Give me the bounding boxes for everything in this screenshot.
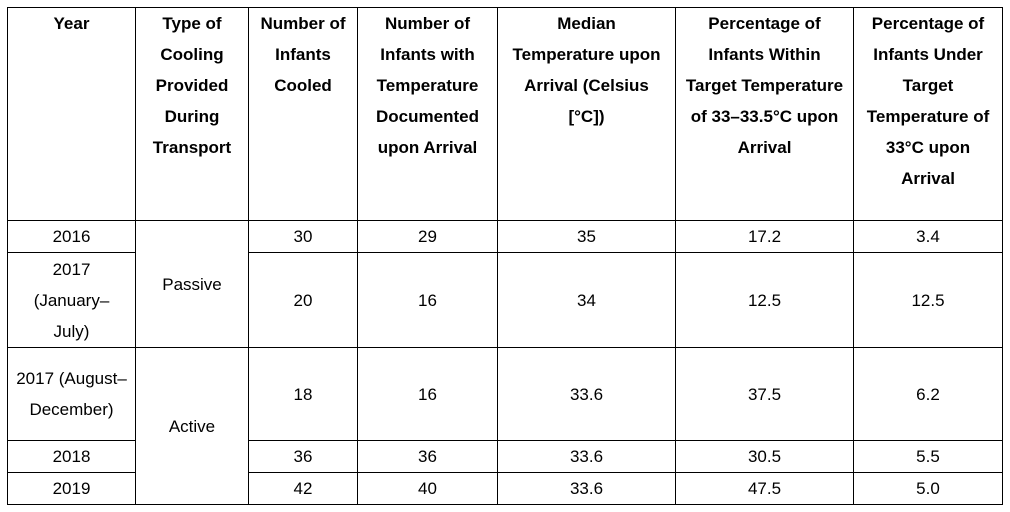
header-cell: Percentage of Infants Under Target Tempe… [853,7,1003,221]
value-cell: 33.6 [497,347,676,441]
value-cell: 18 [248,347,358,441]
value-cell: 34 [497,252,676,348]
header-cell: Median Temperature upon Arrival (Celsius… [497,7,676,221]
value-cell: 33.6 [497,440,676,473]
cooling-cell: Passive [135,220,249,348]
value-cell: 36 [248,440,358,473]
value-cell: 5.0 [853,472,1003,505]
table-row: 2017 (August–December) Active 18 16 33.6 37.5… [7,347,1003,505]
value-cell: 17.2 [675,220,854,253]
value-cell: 29 [357,220,498,253]
table-body: 2016 Passive 30 29 35 17.2 3.4 2017 (January–Ju… [7,220,1003,505]
value-cell: 42 [248,472,358,505]
value-cell: 12.5 [853,252,1003,348]
year-cell: 2019 [7,472,136,505]
header-cell: Number of Infants Cooled [248,7,358,221]
value-cell: 6.2 [853,347,1003,441]
header-row: Year Type of Cooling Provided During Tran… [7,7,1003,221]
value-cell: 30.5 [675,440,854,473]
table-row: 2016 Passive 30 29 35 17.2 3.4 [7,220,1003,348]
value-cell: 3.4 [853,220,1003,253]
value-cell: 35 [497,220,676,253]
value-cell: 5.5 [853,440,1003,473]
value-cell: 33.6 [497,472,676,505]
year-cell: 2017 (August–December) [7,347,136,441]
value-cell: 12.5 [675,252,854,348]
year-cell: 2018 [7,440,136,473]
table-row: 2017 (January–July) 20 16 34 12.5 12.5 [7,252,1003,348]
table-row: 2019 42 40 33.6 47.5 5.0 [7,472,1003,505]
header-cell: Type of Cooling Provided During Transpor… [135,7,249,221]
cooling-cell: Active [135,347,249,505]
header-cell: Number of Infants with Temperature Docum… [357,7,498,221]
value-cell: 16 [357,347,498,441]
value-cell: 40 [357,472,498,505]
value-cell: 20 [248,252,358,348]
header-cell: Percentage of Infants Within Target Temp… [675,7,854,221]
value-cell: 16 [357,252,498,348]
header-cell: Year [7,7,136,221]
data-table: Year Type of Cooling Provided During Tran… [7,7,1003,505]
value-cell: 30 [248,220,358,253]
year-cell: 2017 (January–July) [7,252,136,348]
value-cell: 47.5 [675,472,854,505]
value-cell: 37.5 [675,347,854,441]
year-cell: 2016 [7,220,136,253]
value-cell: 36 [357,440,498,473]
